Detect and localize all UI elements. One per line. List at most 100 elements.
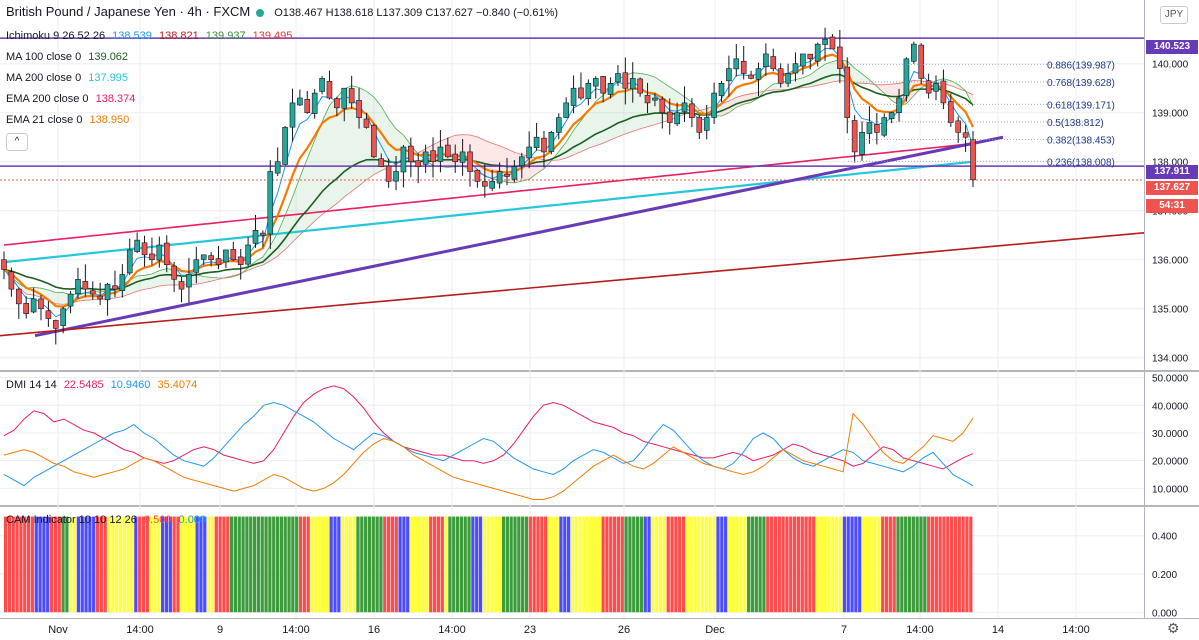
cloud-segment	[144, 274, 152, 290]
legend-ema21[interactable]: EMA 21 close 0 138.950	[6, 114, 133, 126]
cam-bar	[624, 516, 628, 613]
cloud-segment	[255, 256, 263, 268]
legend-ichimoku[interactable]: Ichimoku 9 26 52 26 138.539 138.821 139.…	[6, 30, 296, 42]
cloud-segment	[129, 275, 138, 295]
cam-bar	[739, 516, 743, 613]
cam-bar	[49, 516, 54, 613]
currency-button[interactable]: JPY	[1160, 6, 1188, 24]
cam-bar	[823, 516, 827, 613]
candle-body	[666, 111, 673, 123]
cam-bar	[53, 516, 58, 613]
cam-bar	[122, 516, 126, 613]
candle-body	[311, 92, 318, 114]
legend-ma200[interactable]: MA 200 close 0 137.995	[6, 72, 132, 84]
legend-dmi[interactable]: DMI 14 14 22.5485 10.9460 35.4074	[6, 379, 201, 391]
candle-body	[363, 118, 370, 128]
cloud-segment	[277, 215, 286, 256]
cam-bar	[252, 516, 257, 613]
cam-bar	[107, 516, 111, 613]
dmi-pane: 10.0000 20.0000 30.0000 40.0000 50.0000	[0, 374, 1189, 500]
cam-bar	[861, 516, 866, 613]
legend-ema200[interactable]: EMA 200 close 0 138.374	[6, 93, 139, 105]
cam-bar	[900, 516, 904, 613]
candle-body	[578, 87, 584, 99]
cam-bar	[490, 516, 494, 613]
dmi-tick-label: 40.0000	[1152, 401, 1189, 412]
price-tick-label: 139.000	[1152, 109, 1189, 120]
dmi-value-3: 35.4074	[157, 379, 198, 391]
candle-body	[607, 83, 614, 95]
candle-body	[371, 124, 377, 158]
cam-bar	[831, 516, 835, 613]
cam-bar	[199, 516, 203, 613]
cam-bar	[720, 516, 724, 613]
dmi-series-line-1	[3, 385, 974, 470]
cam-bar	[249, 516, 253, 613]
lower-trendline	[0, 231, 1145, 337]
candle-body	[193, 259, 200, 273]
candle-body	[740, 60, 747, 74]
cam-bar	[919, 516, 923, 613]
cam-bar	[402, 516, 406, 613]
cam-bar	[134, 516, 138, 613]
cloud-segment	[366, 91, 374, 180]
candle-body	[511, 166, 518, 180]
candle-body	[859, 132, 865, 155]
cam-bar	[620, 516, 624, 613]
cam-bar	[632, 516, 636, 613]
cam-bar	[245, 516, 249, 613]
candle-body	[267, 171, 274, 235]
cam-bar	[930, 516, 935, 613]
cam-bar	[904, 516, 908, 613]
candle-body	[652, 97, 658, 101]
ma200-value: 137.995	[88, 72, 129, 84]
indicator-lines	[0, 37, 1145, 338]
cam-bar	[168, 516, 172, 613]
dmi-label: DMI 14 14	[6, 379, 57, 391]
cam-bar	[421, 516, 425, 613]
candle-body	[252, 230, 259, 244]
cam-bar	[455, 516, 460, 613]
cam-bar	[26, 516, 31, 613]
cam-bar	[597, 516, 601, 613]
cloud-segment	[151, 270, 160, 288]
collapse-legend-button[interactable]: ^	[6, 133, 28, 151]
cam-bar	[95, 516, 100, 613]
candle-body	[75, 279, 81, 295]
time-tick-label: Nov	[48, 624, 68, 636]
candle-body	[837, 46, 843, 69]
cam-bar	[264, 516, 268, 613]
cam-bar	[432, 516, 437, 613]
candle-body	[15, 288, 22, 305]
cloud-segment	[285, 197, 293, 250]
cam-bar	[544, 516, 548, 613]
candle-body	[274, 161, 281, 174]
candle-body	[696, 116, 703, 133]
candle-body	[940, 80, 947, 104]
cam-bar	[260, 516, 264, 613]
cam-bar	[915, 516, 919, 613]
candle-body	[126, 249, 133, 274]
cam-bar	[498, 516, 502, 613]
cam-bar	[184, 516, 188, 613]
candle-body	[637, 78, 643, 94]
candle-body	[504, 174, 510, 177]
legend-ma100[interactable]: MA 100 close 0 139.062	[6, 51, 132, 63]
cam-bar	[670, 516, 674, 613]
candle-body	[141, 242, 148, 256]
cam-bar	[528, 516, 532, 613]
candle-body	[600, 76, 606, 94]
ema21-value: 138.950	[89, 114, 130, 126]
cam-bar	[643, 516, 647, 613]
cam-bar	[907, 516, 912, 613]
cam-tick-label: 0.200	[1152, 570, 1177, 581]
legend-cam[interactable]: CAM Indicator 10 10 12 26 0.500 0.000	[6, 514, 210, 526]
cam-label: CAM Indicator 10 10 12 26	[6, 514, 137, 526]
candle-body	[718, 83, 725, 96]
cam-bar	[674, 516, 678, 613]
cam-bar	[505, 516, 509, 613]
cam-bar	[157, 516, 161, 613]
ema200-value: 138.374	[95, 93, 136, 105]
settings-gear-icon[interactable]: ⚙	[1167, 620, 1180, 636]
